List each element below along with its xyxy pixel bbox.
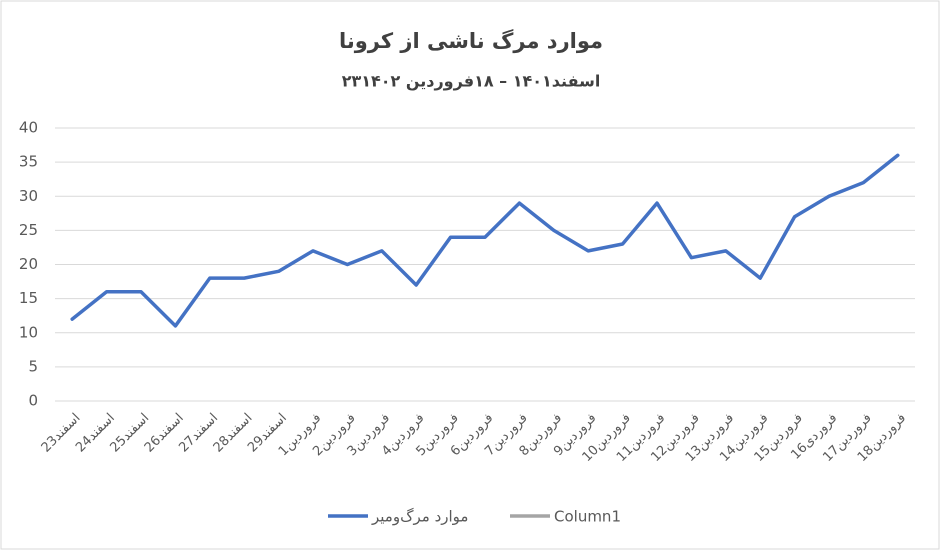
y-tick-label: 30 [19, 187, 38, 205]
chart-title: موارد مرگ ناشی از کرونا [339, 28, 603, 53]
y-tick-label: 35 [19, 153, 38, 171]
y-tick-label: 0 [28, 392, 38, 410]
y-tick-label: 25 [19, 221, 38, 239]
chart-subtitle: ۲۳اسفند۱۴۰۱ – ۱۸فروردین ۱۴۰۲ [342, 72, 601, 91]
legend-label: موارد مرگ‌ومیر [371, 508, 468, 526]
series-line [70, 153, 900, 328]
y-tick-label: 5 [28, 357, 38, 375]
y-tick-label: 40 [19, 119, 38, 137]
y-tick-label: 10 [19, 323, 38, 341]
y-tick-label: 20 [19, 255, 38, 273]
y-tick-label: 15 [19, 289, 38, 307]
legend-label: Column1 [554, 508, 621, 526]
